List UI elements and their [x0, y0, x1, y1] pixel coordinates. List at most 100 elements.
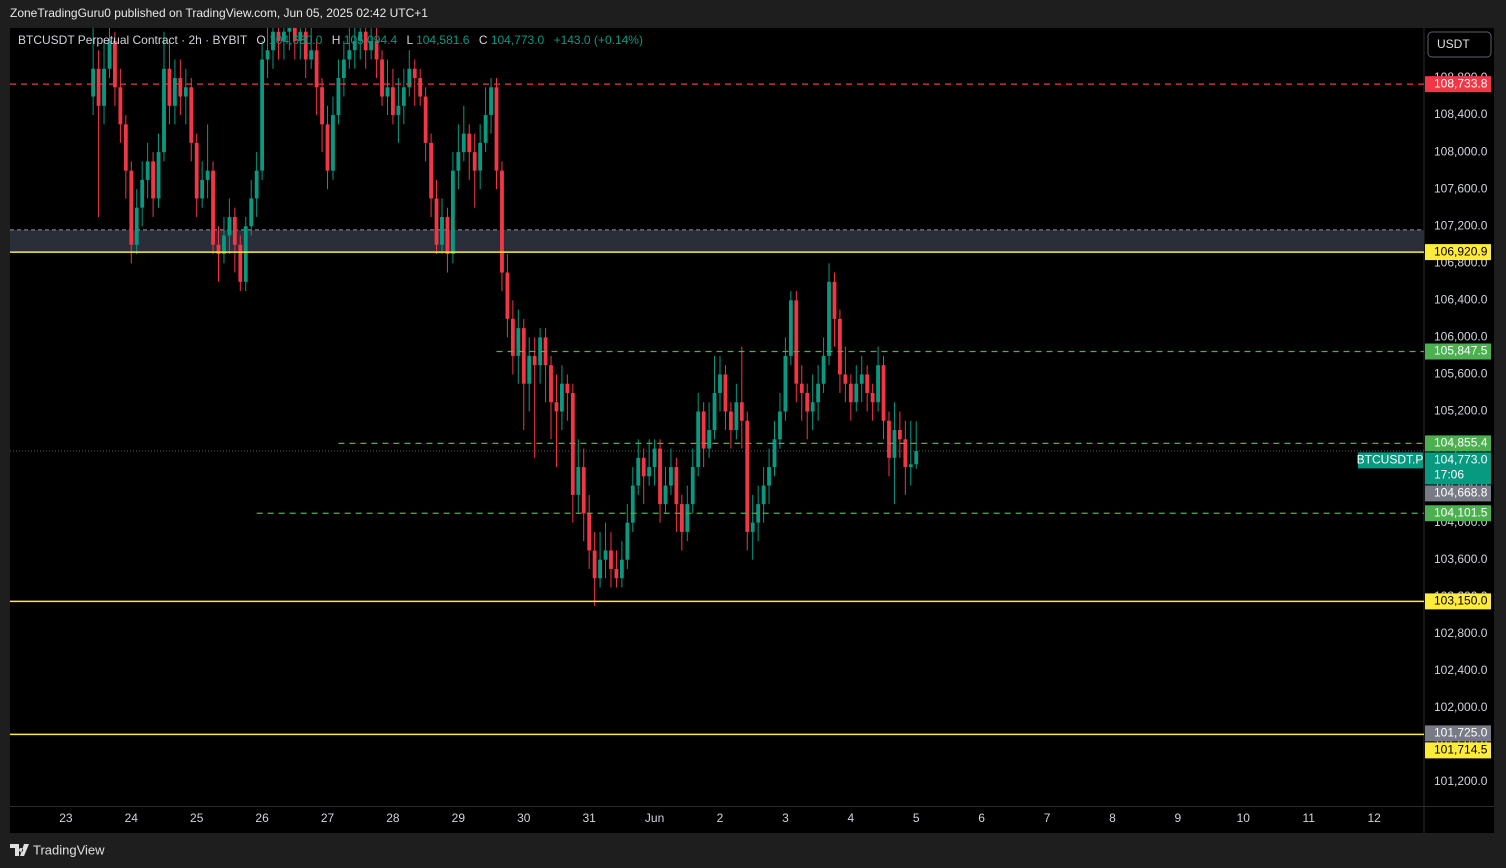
- candle-body: [183, 87, 188, 97]
- currency-button-box[interactable]: [1427, 31, 1492, 58]
- candle-body: [505, 272, 510, 319]
- candle-body: [238, 244, 243, 282]
- price-label: 103,150.0: [1434, 594, 1488, 608]
- candle-body: [827, 281, 831, 356]
- candle-body: [739, 402, 744, 421]
- candle-body: [434, 198, 439, 245]
- candle-body: [701, 411, 706, 449]
- candle-body: [440, 216, 444, 245]
- x-tick-label: 5: [913, 811, 920, 825]
- price-label-box: [1425, 725, 1491, 742]
- candle-body: [325, 124, 330, 171]
- candle-body: [107, 40, 112, 69]
- candle-body: [870, 392, 875, 403]
- candle-body: [581, 467, 586, 514]
- candle-body: [696, 411, 701, 468]
- candle-body: [271, 31, 275, 51]
- candle-body: [854, 383, 859, 403]
- legend-value: 104,630.0: [269, 33, 323, 47]
- price-label-box: [1425, 485, 1491, 502]
- candle-body: [549, 365, 553, 403]
- candle-body: [396, 105, 401, 116]
- x-tick-label: 23: [59, 811, 73, 825]
- y-tick-label: 107,200.0: [1434, 218, 1488, 232]
- x-tick-label: 24: [125, 811, 139, 825]
- candle-body: [123, 124, 128, 171]
- footer: TradingView: [10, 842, 105, 857]
- candle-body: [756, 504, 761, 523]
- candle-body: [838, 318, 842, 375]
- candle-body: [445, 216, 450, 255]
- candle-body: [467, 133, 472, 153]
- price-label-box: [1425, 742, 1491, 759]
- x-tick-label: 26: [255, 811, 269, 825]
- last-price-label-box: [1425, 452, 1491, 485]
- candle-body: [576, 467, 581, 495]
- legend-value: 104,581.6: [416, 33, 470, 47]
- price-label-box: [1425, 244, 1491, 261]
- candle-body: [309, 50, 314, 60]
- candle-body: [483, 115, 488, 143]
- axes: 101,200.0101,600.0102,000.0102,400.0102,…: [59, 70, 1488, 825]
- price-label: 104,101.5: [1434, 505, 1488, 519]
- symbol-tag-box: [1358, 452, 1423, 469]
- candle-body: [663, 485, 668, 505]
- candle-body: [489, 87, 493, 116]
- candle-body: [587, 513, 592, 551]
- candle-body: [712, 392, 717, 431]
- candle-body: [614, 568, 619, 579]
- x-tick-label: 2: [717, 811, 724, 825]
- candle-body: [91, 68, 96, 97]
- candle-body: [450, 170, 455, 255]
- candle-body: [461, 133, 466, 153]
- candle-body: [658, 448, 662, 505]
- candle-body: [685, 504, 690, 532]
- y-tick-label: 108,400.0: [1434, 107, 1488, 121]
- candle-body: [418, 78, 423, 97]
- candle-body: [750, 522, 755, 532]
- y-tick-label: 106,000.0: [1434, 330, 1488, 344]
- candle-body: [96, 68, 101, 106]
- x-tick-label: 3: [782, 811, 789, 825]
- y-tick-label: 107,600.0: [1434, 181, 1488, 195]
- candle-body: [129, 170, 134, 245]
- candle-body: [211, 170, 215, 245]
- x-tick-label: 27: [321, 811, 335, 825]
- candle-body: [260, 59, 265, 171]
- candle-body: [216, 244, 221, 255]
- candle-body: [619, 559, 624, 579]
- candle-body: [848, 383, 853, 403]
- candle-body: [609, 550, 613, 569]
- legend-value: 105,094.4: [344, 33, 398, 47]
- candle-body: [167, 68, 172, 106]
- candle-body: [821, 355, 826, 384]
- candle-body: [205, 170, 210, 180]
- last-price-label: 104,773.0: [1434, 453, 1488, 467]
- currency-label[interactable]: USDT: [1437, 37, 1470, 51]
- currency-button[interactable]: USDT: [1427, 31, 1492, 58]
- legend-key: O: [256, 33, 265, 47]
- candle-body: [358, 31, 363, 41]
- x-tick-label: Jun: [645, 811, 664, 825]
- price-label-box: [1425, 435, 1491, 452]
- price-label-box: [1425, 593, 1491, 610]
- candle-body: [232, 216, 237, 245]
- x-tick-label: 11: [1302, 811, 1315, 825]
- candle-body: [805, 392, 810, 412]
- y-tick-label: 106,400.0: [1434, 293, 1488, 307]
- candle-body: [287, 28, 292, 32]
- candle-body: [412, 68, 417, 79]
- candle-body: [718, 374, 722, 393]
- candle-body: [249, 198, 254, 227]
- candle-body: [227, 216, 232, 236]
- candle-body: [222, 235, 226, 255]
- candle-body: [456, 152, 461, 171]
- x-tick-label: 30: [517, 811, 531, 825]
- candle-body: [532, 355, 537, 366]
- y-tick-label: 102,800.0: [1434, 626, 1488, 640]
- candle-body: [162, 68, 166, 153]
- x-tick-label: 31: [582, 811, 596, 825]
- x-tick-label: 25: [190, 811, 204, 825]
- candle-body: [527, 355, 532, 384]
- candle-body: [254, 170, 259, 199]
